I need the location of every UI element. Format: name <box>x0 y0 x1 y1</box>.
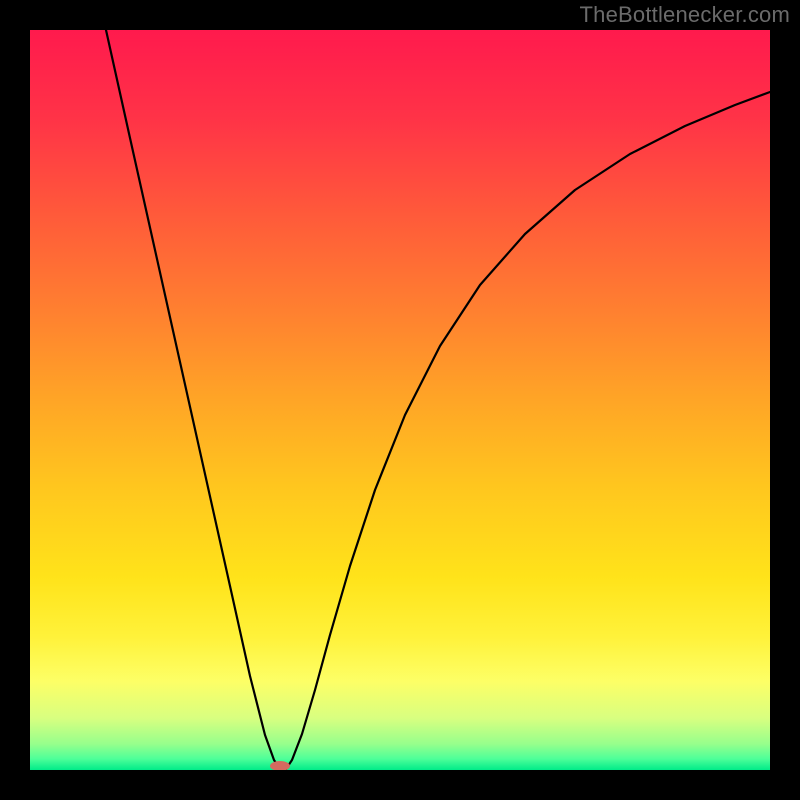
watermark-text: TheBottlenecker.com <box>580 2 790 28</box>
chart-frame: TheBottlenecker.com <box>0 0 800 800</box>
plot-area <box>30 30 770 770</box>
gradient-background <box>30 30 770 770</box>
bottleneck-chart <box>30 30 770 770</box>
